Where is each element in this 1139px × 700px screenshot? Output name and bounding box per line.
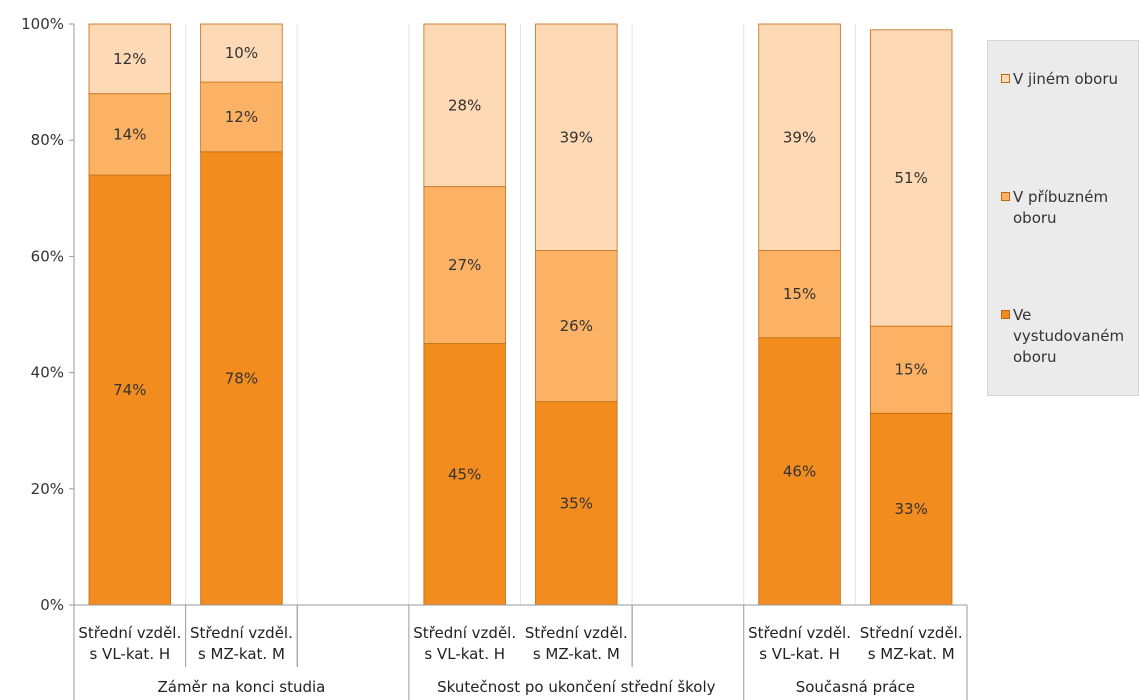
bar-segment — [200, 23, 283, 83]
data-label: 33% — [895, 500, 928, 518]
legend: V jiném oboru V příbuzném oboru Ve vystudova… — [987, 40, 1139, 396]
data-label: 35% — [560, 494, 593, 512]
data-label: 12% — [113, 50, 146, 68]
data-label: 15% — [783, 285, 816, 303]
category-label: Střední vzděl. — [190, 624, 293, 642]
data-label: 45% — [448, 465, 481, 483]
legend-label: V příbuzném oboru — [1013, 188, 1109, 227]
category-label: Střední vzděl. — [525, 624, 628, 642]
category-label: s MZ-kat. M — [198, 645, 285, 663]
legend-swatch — [1001, 192, 1010, 201]
bar-segment — [535, 401, 618, 606]
data-label: 46% — [783, 462, 816, 480]
bar-segment — [869, 29, 953, 327]
bar-segment — [423, 343, 506, 606]
bar-segment — [869, 325, 953, 414]
category-label: Střední vzděl. — [413, 624, 516, 642]
group-label: Záměr na konci studia — [158, 678, 326, 696]
category-label: s MZ-kat. M — [868, 645, 955, 663]
bar-segment — [88, 174, 172, 606]
data-label: 14% — [113, 125, 146, 143]
data-label: 27% — [448, 256, 481, 274]
legend-label: V jiném oboru — [1013, 70, 1119, 88]
bar-segment — [758, 250, 841, 339]
category-label: Střední vzděl. — [78, 624, 181, 642]
data-label: 15% — [895, 361, 928, 379]
y-tick-label: 20% — [31, 480, 64, 498]
bar-segment — [758, 23, 841, 251]
legend-swatch — [1001, 74, 1010, 83]
category-label: Střední vzděl. — [860, 624, 963, 642]
category-label: s VL-kat. H — [89, 645, 170, 663]
bar-segment — [88, 93, 172, 176]
data-label: 12% — [225, 108, 258, 126]
category-label: s MZ-kat. M — [533, 645, 620, 663]
legend-swatch — [1001, 310, 1010, 319]
group-label: Skutečnost po ukončení střední školy — [437, 678, 716, 696]
legend-item: V jiném oboru — [1001, 69, 1139, 90]
y-tick-label: 40% — [31, 364, 64, 382]
bar-segment — [535, 23, 618, 251]
data-label: 39% — [783, 128, 816, 146]
y-tick-label: 100% — [21, 15, 64, 33]
data-label: 74% — [113, 381, 146, 399]
bar-segment — [200, 151, 283, 606]
legend-item: Ve vystudovaném oboru — [1001, 305, 1139, 368]
data-label: 28% — [448, 96, 481, 114]
data-label: 26% — [560, 317, 593, 335]
legend-label: Ve vystudovaném oboru — [1013, 306, 1125, 366]
category-label: Střední vzděl. — [748, 624, 851, 642]
bar-segment — [869, 412, 953, 606]
y-tick-label: 0% — [40, 596, 64, 614]
data-label: 78% — [225, 369, 258, 387]
bar-segment — [423, 186, 506, 344]
data-label: 10% — [225, 44, 258, 62]
bar-segment — [535, 250, 618, 403]
data-label: 51% — [895, 169, 928, 187]
bar-segment — [88, 23, 172, 95]
bar-segment — [423, 23, 506, 188]
bar-segment — [200, 81, 283, 153]
y-tick-label: 60% — [31, 247, 64, 265]
legend-item: V příbuzném oboru — [1001, 187, 1139, 229]
category-label: s VL-kat. H — [424, 645, 505, 663]
y-tick-label: 80% — [31, 131, 64, 149]
category-label: s VL-kat. H — [759, 645, 840, 663]
group-label: Současná práce — [796, 678, 915, 696]
data-label: 39% — [560, 128, 593, 146]
